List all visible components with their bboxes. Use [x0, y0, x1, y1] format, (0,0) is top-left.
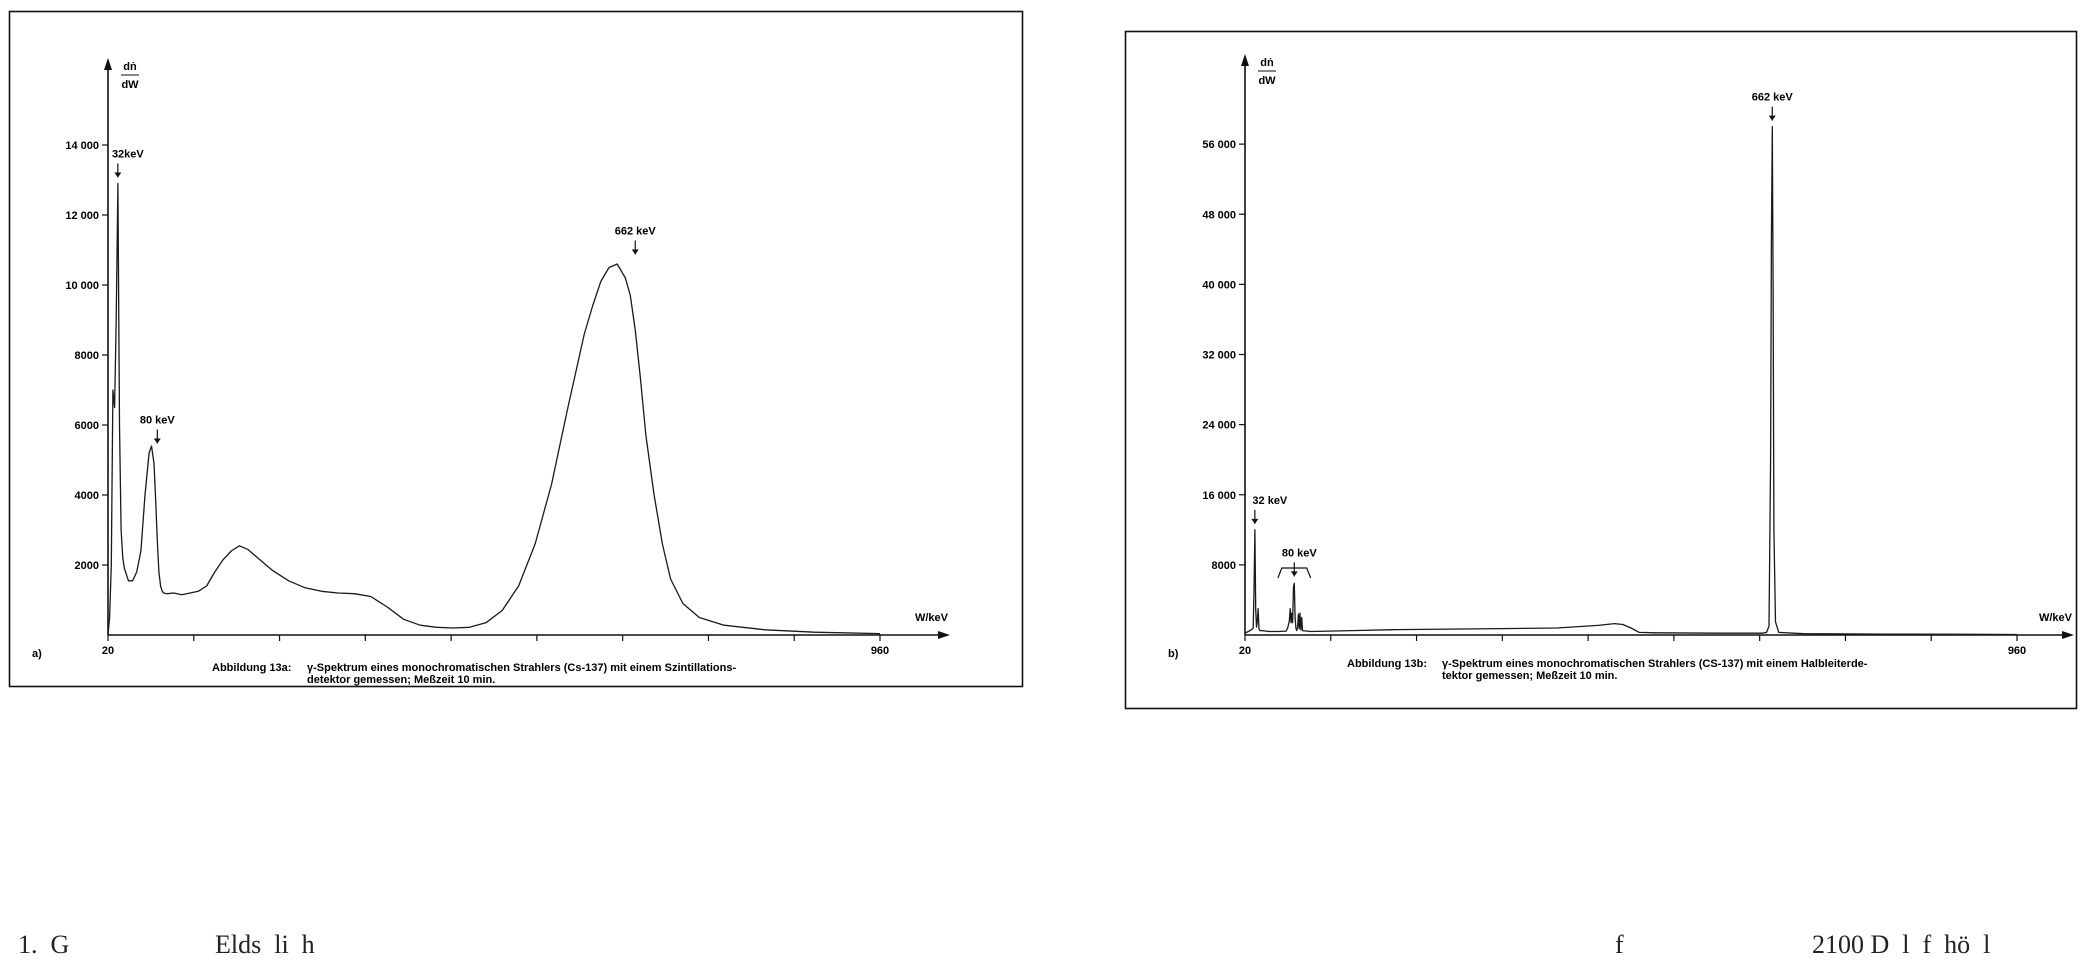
caption-prefix: Abbildung 13b: — [1347, 658, 1427, 670]
bottom-text-4: 2100 D l f hö l — [1812, 930, 1991, 959]
y-label-numerator: dṅ — [1260, 57, 1274, 69]
spectrum-chart-b: dṅ dW 8000 16 000 24 000 32 000 40 000 48 000 56… — [1124, 30, 2078, 710]
panel-label: b) — [1168, 648, 1179, 660]
annotation-label: 80 keV — [1282, 547, 1318, 559]
y-tick-label: 10 000 — [65, 280, 99, 292]
annotation-arrowhead — [114, 172, 122, 178]
x-axis-arrow — [938, 631, 950, 639]
caption-line-1: γ-Spektrum eines monochromatischen Strah… — [307, 662, 736, 674]
y-tick-label: 6000 — [75, 420, 99, 432]
y-label-denominator: dW — [121, 79, 139, 91]
y-tick-label: 12 000 — [65, 210, 99, 222]
annotation-arrowhead — [1768, 115, 1776, 121]
annotation-arrowhead — [153, 438, 161, 444]
panel-frame — [8, 10, 1024, 688]
panel-label: a) — [32, 648, 42, 660]
x-tick-label: 960 — [871, 645, 889, 657]
bottom-text-1: 1. G — [18, 930, 70, 959]
chart-panel-b: dṅ dW 8000 16 000 24 000 32 000 40 000 48 000 56… — [1124, 30, 2078, 710]
caption-prefix: Abbildung 13a: — [212, 662, 291, 674]
y-axis-arrow — [1241, 54, 1249, 66]
caption-line-2: tektor gemessen; Meßzeit 10 min. — [1442, 670, 1617, 682]
x-axis-arrow — [2062, 631, 2074, 639]
y-label-denominator: dW — [1258, 75, 1276, 87]
annotation-label: 32keV — [112, 149, 144, 161]
annotation-label: 32 keV — [1252, 495, 1288, 507]
y-tick-label: 8000 — [75, 350, 99, 362]
y-tick-label: 16 000 — [1202, 490, 1236, 502]
y-tick-label: 24 000 — [1202, 420, 1236, 432]
x-axis-label: W/keV — [915, 612, 949, 624]
annotation-arrowhead — [631, 249, 639, 255]
y-tick-label: 4000 — [75, 490, 99, 502]
y-tick-label: 56 000 — [1202, 139, 1236, 151]
peak-bracket — [1277, 567, 1312, 579]
x-axis-label: W/keV — [2039, 612, 2073, 624]
y-tick-label: 8000 — [1212, 560, 1236, 572]
caption-line-1: γ-Spektrum eines monochromatischen Strah… — [1442, 658, 1868, 670]
y-axis-arrow — [104, 58, 112, 70]
y-tick-label: 40 000 — [1202, 279, 1236, 291]
annotation-arrowhead — [1251, 518, 1259, 524]
caption-line-2: detektor gemessen; Meßzeit 10 min. — [307, 674, 495, 686]
spectrum-chart-a: dṅ dW 2000 4000 6000 8000 10 000 12 000 14 000 20… — [8, 10, 1024, 688]
panel-frame — [1124, 30, 2078, 710]
y-tick-label: 48 000 — [1202, 209, 1236, 221]
y-tick-label: 2000 — [75, 560, 99, 572]
x-tick-label: 960 — [2008, 645, 2026, 657]
annotation-label: 662 keV — [615, 226, 657, 238]
annotation-arrowhead — [1290, 571, 1298, 577]
y-tick-label: 14 000 — [65, 140, 99, 152]
x-tick-label: 20 — [102, 645, 114, 657]
spectrum-line — [107, 182, 881, 636]
annotation-label: 662 keV — [1752, 92, 1794, 104]
bottom-text-3: f — [1615, 930, 1624, 959]
bottom-text-2: Elds li h — [215, 930, 315, 959]
y-tick-label: 32 000 — [1202, 350, 1236, 362]
bottom-text-line: 1. G Elds li h f 2100 D l f hö l — [0, 930, 2081, 960]
chart-panel-a: dṅ dW 2000 4000 6000 8000 10 000 12 000 14 000 20… — [8, 10, 1024, 688]
annotation-label: 80 keV — [140, 415, 176, 427]
y-label-numerator: dṅ — [123, 61, 137, 73]
x-tick-label: 20 — [1239, 645, 1251, 657]
spectrum-line — [1244, 125, 2018, 636]
